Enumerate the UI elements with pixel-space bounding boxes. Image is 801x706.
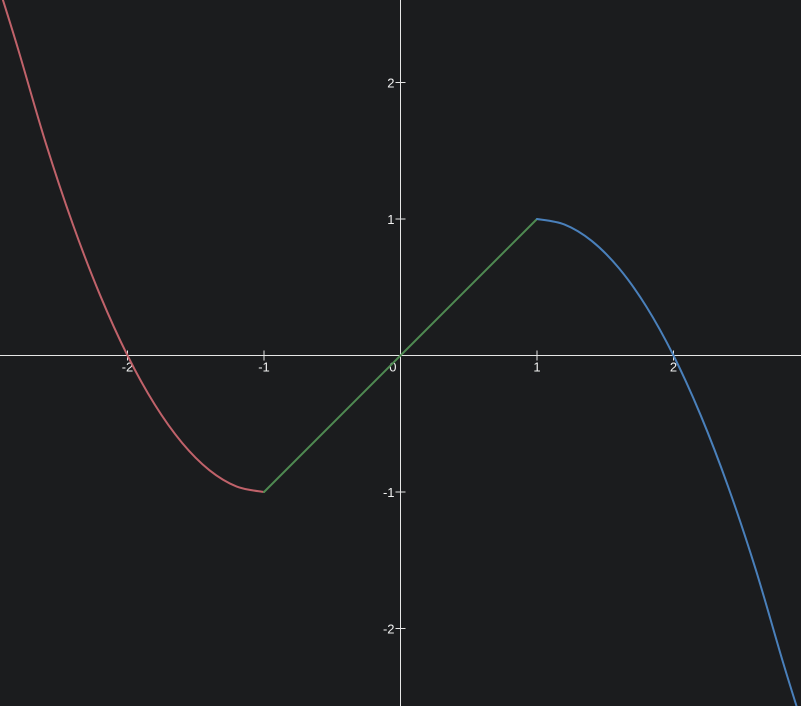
x-tick-label: 1 [533, 360, 540, 375]
x-tick-label: 2 [670, 360, 677, 375]
y-tick-label: 1 [387, 212, 394, 227]
series-middle-line [263, 218, 538, 493]
y-tick-label: -2 [383, 622, 395, 637]
ticks: -2 -1 1 2 2 1 -1 -2 0 [122, 76, 677, 637]
series-left-curve [1, 0, 265, 493]
series-right-curve [536, 218, 798, 706]
x-tick-label: -1 [258, 360, 270, 375]
y-tick-label: 2 [387, 76, 394, 91]
y-tick-label: -1 [383, 485, 395, 500]
origin-label: 0 [389, 360, 396, 375]
x-tick-label: -2 [122, 360, 134, 375]
